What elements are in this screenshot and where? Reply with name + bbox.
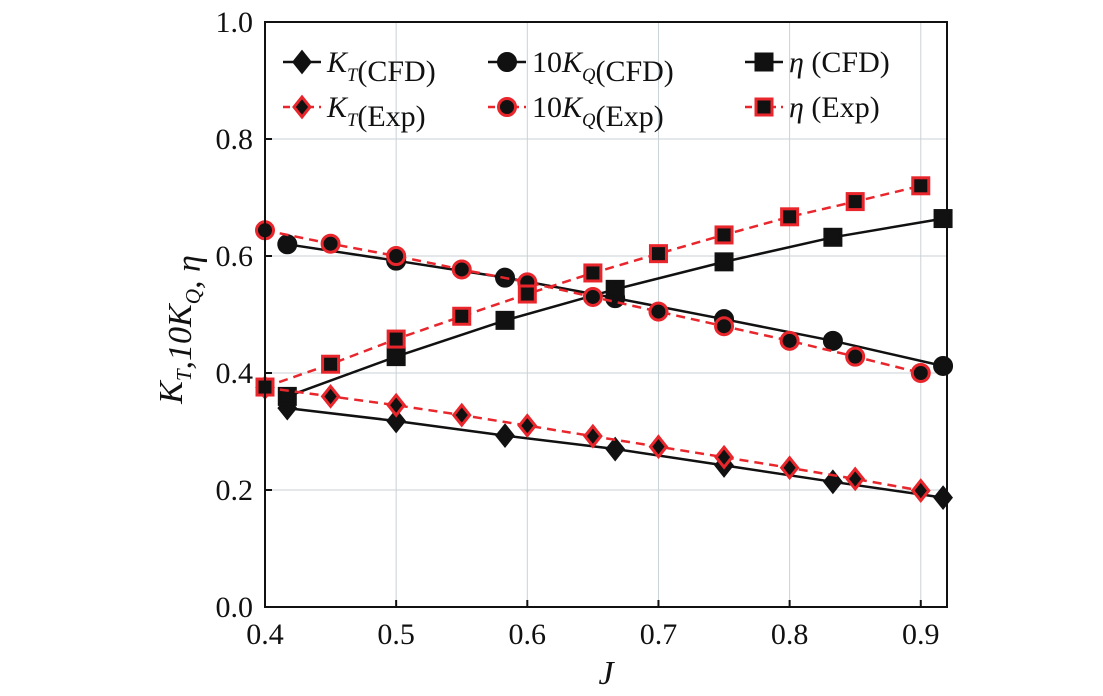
legend-entry: η (Exp) [745, 91, 880, 124]
data-point-circle [779, 330, 800, 351]
data-point-diamond [910, 478, 931, 503]
data-point-square [277, 386, 297, 406]
data-point-diamond [320, 383, 341, 409]
series-square-exp [255, 176, 931, 397]
data-point-diamond [386, 392, 407, 418]
legend-marker-circle [497, 52, 517, 72]
data-point-diamond [517, 413, 538, 439]
data-point-circle [386, 246, 407, 266]
data-point-circle [933, 355, 954, 376]
y-tick-label: 0.0 [216, 591, 254, 624]
series-layer [255, 176, 954, 511]
data-point-diamond [845, 466, 866, 492]
data-point-circle [582, 286, 603, 307]
data-point-circle [320, 233, 341, 254]
x-tick-label: 0.4 [246, 618, 284, 651]
data-point-diamond [582, 423, 603, 449]
data-point-circle [277, 234, 298, 255]
axis-ticks: 0.4 0.5 0.6 0.7 0.8 0.9 0.0 0.2 0.4 0.6 0.8 1.0 [216, 6, 940, 651]
y-axis-label: KT,10KQ, η [153, 255, 208, 405]
legend-entry: η (CFD) [745, 46, 890, 79]
legend-label: η (CFD) [789, 46, 890, 79]
series-line [264, 184, 922, 389]
data-point-diamond [605, 436, 626, 462]
legend-marker-diamond [292, 94, 312, 120]
data-point-circle [714, 316, 735, 337]
x-tick-label: 0.8 [771, 618, 809, 651]
data-point-square [714, 225, 734, 245]
x-tick-label: 0.6 [509, 618, 547, 651]
data-point-diamond [714, 444, 734, 470]
legend-label: KT(CFD) [326, 46, 436, 88]
data-point-diamond [933, 485, 953, 511]
data-point-circle [451, 259, 472, 280]
x-tick-label: 0.7 [640, 618, 678, 651]
data-point-square [452, 306, 472, 326]
x-tick-label: 0.5 [377, 618, 415, 651]
data-point-square [495, 310, 515, 330]
data-point-square [911, 176, 931, 196]
data-point-diamond [648, 434, 669, 460]
data-point-diamond [451, 402, 472, 428]
legend-marker-diamond [292, 49, 312, 75]
y-tick-label: 0.8 [216, 123, 254, 156]
y-tick-label: 0.2 [216, 474, 254, 507]
data-point-diamond [386, 408, 407, 434]
data-point-square [386, 347, 406, 367]
plot-frame [264, 21, 948, 608]
data-point-square [583, 263, 603, 283]
data-point-square [517, 284, 537, 304]
data-point-circle [822, 330, 843, 351]
x-axis-label: J [598, 655, 615, 692]
legend: KT(CFD) 10KQ(CFD) η (CFD) KT(Exp) 10KQ(Exp) η… [283, 46, 890, 133]
data-point-square [714, 252, 734, 272]
data-point-circle [648, 301, 669, 322]
legend-marker-circle [497, 97, 517, 117]
y-tick-label: 0.4 [216, 357, 254, 390]
legend-marker-square [754, 97, 774, 117]
data-point-square [933, 209, 953, 229]
series-diamond-cfd [277, 395, 953, 511]
data-point-square [823, 227, 843, 247]
data-point-circle [845, 346, 866, 367]
legend-label: 10KQ(CFD) [532, 46, 674, 88]
data-point-square [845, 192, 865, 212]
legend-entry: KT(CFD) [283, 46, 436, 88]
y-tick-label: 0.6 [216, 240, 254, 273]
legend-entry: KT(Exp) [283, 91, 426, 133]
series-square-cfd [277, 209, 953, 406]
data-point-square [386, 329, 406, 349]
data-point-square [648, 244, 668, 264]
legend-label: η (Exp) [789, 91, 880, 124]
series-circle-exp [255, 220, 931, 383]
legend-label: 10KQ(Exp) [532, 91, 664, 133]
x-tick-label: 0.9 [902, 618, 940, 651]
data-point-square [780, 207, 800, 227]
legend-entry: 10KQ(CFD) [488, 46, 674, 88]
legend-label: KT(Exp) [326, 91, 426, 133]
data-point-circle [910, 363, 931, 383]
y-tick-label: 1.0 [216, 6, 254, 39]
data-point-diamond [495, 423, 515, 448]
data-point-diamond [779, 455, 800, 481]
legend-entry: 10KQ(Exp) [488, 91, 664, 133]
data-point-square [321, 354, 341, 374]
data-point-square [605, 279, 625, 299]
legend-marker-square [754, 52, 774, 72]
